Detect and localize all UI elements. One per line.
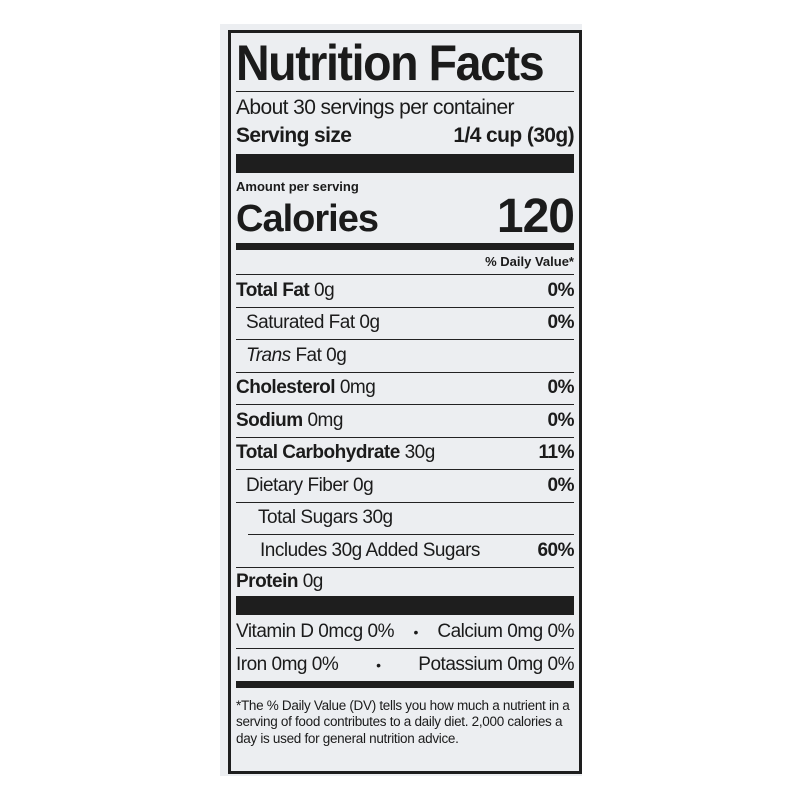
thick-divider	[236, 595, 574, 615]
vitamin-d: Vitamin D 0mcg 0%	[236, 621, 395, 643]
nutrient-name: Dietary Fiber	[246, 474, 349, 496]
nutrient-name: Protein	[236, 570, 298, 592]
daily-value-header: % Daily Value*	[236, 250, 574, 275]
nutrient-name: Sodium	[236, 409, 303, 431]
nutrient-amount: 30g	[362, 507, 393, 529]
nutrient-dv: 0%	[547, 312, 575, 334]
nutrient-name: Total Fat	[236, 279, 310, 301]
nutrient-amount: 0mg	[307, 409, 343, 431]
nutrient-name: Total Carbohydrate	[236, 442, 400, 464]
nutrient-dv: 60%	[537, 539, 574, 561]
nutrient-row-saturated-fat: Saturated Fat 0g 0%	[236, 308, 575, 340]
nutrient-row-total-fat: Total Fat 0g 0%	[236, 275, 575, 308]
calories-value: 120	[496, 190, 575, 243]
potassium: Potassium 0mg 0%	[418, 653, 574, 675]
nutrient-name: Includes 30g Added Sugars	[260, 539, 480, 561]
divider	[236, 91, 574, 92]
bullet-separator: •	[376, 656, 381, 673]
nutrient-amount: 0g	[314, 279, 335, 301]
bullet-separator: •	[413, 624, 418, 641]
nutrient-row-trans-fat: Trans Fat 0g	[236, 340, 574, 373]
calories-label: Calories	[236, 198, 379, 240]
nutrient-row-protein: Protein 0g	[236, 568, 574, 596]
nutrient-row-dietary-fiber: Dietary Fiber 0g 0%	[236, 470, 575, 503]
serving-size-label: Serving size	[236, 124, 352, 147]
nutrient-amount: 0g	[302, 570, 324, 592]
calories-row: Calories 120	[236, 190, 575, 243]
vitamin-row: Vitamin D 0mcg 0% • Calcium 0mg 0%	[236, 617, 574, 649]
footnote: *The % Daily Value (DV) tells you how mu…	[236, 697, 570, 746]
nutrient-row-total-sugars: Total Sugars 30g	[248, 503, 574, 535]
nutrient-row-sodium: Sodium 0mg 0%	[236, 405, 575, 438]
nutrient-name: Saturated Fat	[246, 312, 355, 334]
vitamin-row: Iron 0mg 0% • Potassium 0mg 0%	[236, 649, 574, 681]
nutrition-facts-label: Nutrition Facts About 30 servings per co…	[228, 30, 582, 774]
medium-divider	[236, 680, 574, 688]
nutrient-dv: 0%	[547, 474, 575, 496]
serving-size-row: Serving size 1/4 cup (30g)	[236, 122, 575, 150]
medium-divider	[236, 243, 574, 250]
nutrient-amount: 0mg	[339, 377, 376, 399]
nutrient-amount: Fat 0g	[295, 344, 347, 366]
package-background: Nutrition Facts About 30 servings per co…	[220, 24, 582, 776]
nutrient-amount: 0g	[353, 474, 374, 496]
servings-per-container: About 30 servings per container	[236, 96, 515, 119]
serving-size-value: 1/4 cup (30g)	[453, 124, 574, 147]
nutrient-name: Trans	[246, 344, 291, 366]
label-title: Nutrition Facts	[236, 35, 545, 91]
iron: Iron 0mg 0%	[236, 653, 339, 675]
nutrient-amount: 0g	[359, 312, 380, 334]
thick-divider	[236, 154, 574, 173]
nutrient-row-total-carbohydrate: Total Carbohydrate 30g 11%	[236, 438, 575, 470]
nutrient-row-added-sugars: Includes 30g Added Sugars 60%	[236, 535, 574, 568]
nutrient-name: Total Sugars	[258, 507, 358, 529]
nutrient-amount: 30g	[404, 442, 436, 464]
nutrient-dv: 0%	[547, 409, 575, 431]
calcium: Calcium 0mg 0%	[437, 621, 574, 643]
nutrient-dv: 11%	[538, 442, 575, 464]
amount-per-serving: Amount per serving	[236, 179, 359, 194]
nutrient-name: Cholesterol	[236, 377, 336, 399]
nutrient-dv: 0%	[547, 279, 575, 301]
nutrient-row-cholesterol: Cholesterol 0mg 0%	[236, 373, 575, 405]
nutrient-dv: 0%	[547, 377, 575, 399]
